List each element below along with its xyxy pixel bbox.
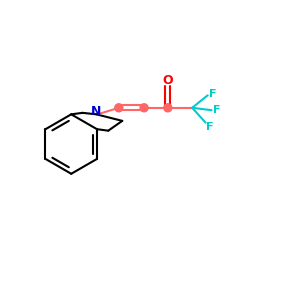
Circle shape	[164, 104, 172, 112]
Circle shape	[140, 104, 148, 112]
Circle shape	[115, 104, 123, 112]
Text: N: N	[91, 106, 102, 118]
Text: F: F	[206, 122, 214, 131]
Text: F: F	[209, 88, 216, 98]
Text: O: O	[163, 74, 173, 87]
Text: F: F	[213, 105, 220, 115]
